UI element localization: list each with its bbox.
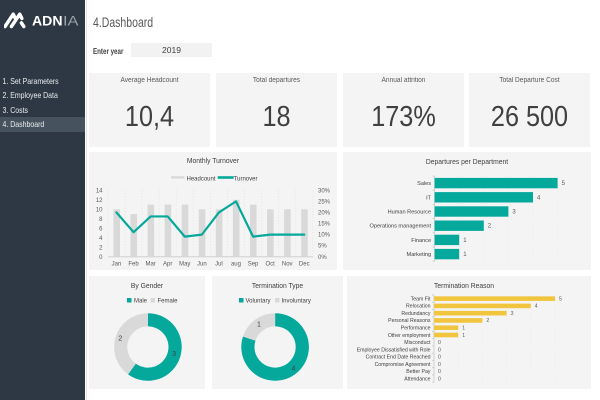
- svg-text:Performance: Performance: [401, 326, 431, 332]
- svg-text:0: 0: [99, 255, 103, 261]
- svg-text:Nov: Nov: [282, 262, 293, 268]
- svg-text:5: 5: [562, 181, 566, 187]
- svg-text:Feb: Feb: [128, 262, 139, 268]
- svg-text:Mar: Mar: [145, 262, 155, 268]
- svg-text:Employee Dissatisfied with Rol: Employee Dissatisfied with Role: [357, 347, 431, 353]
- svg-text:Marketing: Marketing: [407, 252, 432, 258]
- svg-text:Oct: Oct: [265, 262, 275, 268]
- svg-text:1: 1: [463, 238, 467, 244]
- svg-text:Headcount: Headcount: [187, 177, 216, 183]
- svg-text:1: 1: [462, 333, 465, 339]
- svg-text:Human Resource: Human Resource: [388, 210, 432, 216]
- svg-text:Dec: Dec: [299, 262, 310, 268]
- svg-text:Better Pay: Better Pay: [406, 369, 431, 375]
- svg-text:6: 6: [99, 226, 103, 232]
- svg-text:10: 10: [96, 207, 103, 213]
- svg-text:5: 5: [559, 296, 562, 302]
- svg-text:3: 3: [172, 351, 176, 358]
- svg-text:ADN: ADN: [32, 14, 63, 29]
- svg-text:Team Fit: Team Fit: [411, 296, 431, 302]
- svg-text:15%: 15%: [318, 222, 331, 228]
- svg-text:Operations management: Operations management: [370, 224, 432, 230]
- svg-text:2: 2: [488, 224, 492, 230]
- svg-text:Jun: Jun: [197, 262, 207, 268]
- svg-text:20%: 20%: [318, 210, 331, 216]
- svg-text:3: 3: [511, 311, 514, 317]
- svg-text:0%: 0%: [318, 255, 327, 261]
- svg-text:4: 4: [537, 195, 541, 201]
- svg-text:2: 2: [99, 245, 103, 251]
- svg-text:Finance: Finance: [411, 238, 431, 244]
- svg-text:IT: IT: [426, 195, 432, 201]
- svg-text:0: 0: [438, 369, 441, 375]
- svg-text:3: 3: [512, 210, 516, 216]
- svg-text:Relocation: Relocation: [406, 304, 431, 310]
- svg-text:Apr: Apr: [163, 262, 172, 268]
- svg-text:12: 12: [96, 198, 103, 204]
- svg-text:0: 0: [438, 362, 441, 368]
- svg-text:0: 0: [438, 376, 441, 382]
- svg-text:Turnover: Turnover: [234, 177, 258, 183]
- svg-text:1: 1: [463, 252, 467, 258]
- svg-text:Sales: Sales: [417, 181, 431, 187]
- svg-text:Sep: Sep: [248, 262, 259, 268]
- svg-text:5%: 5%: [318, 244, 327, 250]
- svg-text:Female: Female: [157, 299, 178, 305]
- svg-text:0: 0: [438, 340, 441, 346]
- svg-text:Involuntary: Involuntary: [281, 299, 310, 305]
- svg-text:1: 1: [462, 326, 465, 332]
- svg-text:10%: 10%: [318, 233, 331, 239]
- svg-text:May: May: [179, 262, 190, 268]
- svg-text:Misconduct: Misconduct: [404, 340, 431, 346]
- svg-text:Contract End Date Reached: Contract End Date Reached: [366, 355, 431, 361]
- svg-text:Personal Reasons: Personal Reasons: [388, 318, 431, 324]
- svg-text:Other employment: Other employment: [388, 333, 431, 339]
- svg-text:Jul: Jul: [215, 262, 223, 268]
- svg-text:14: 14: [96, 188, 103, 194]
- svg-text:IA: IA: [63, 14, 79, 29]
- svg-text:4: 4: [291, 366, 295, 373]
- svg-text:4: 4: [535, 304, 538, 310]
- svg-text:2: 2: [118, 336, 122, 343]
- svg-text:2: 2: [486, 318, 489, 324]
- svg-text:Jan: Jan: [112, 262, 122, 268]
- svg-text:0: 0: [438, 347, 441, 353]
- svg-text:0: 0: [438, 355, 441, 361]
- svg-text:Attendance: Attendance: [404, 376, 430, 382]
- svg-text:1: 1: [257, 322, 261, 329]
- svg-text:25%: 25%: [318, 199, 331, 205]
- svg-text:Redundancy: Redundancy: [401, 311, 431, 317]
- svg-text:8: 8: [99, 217, 103, 223]
- svg-text:aug: aug: [231, 262, 241, 268]
- svg-text:Voluntary: Voluntary: [245, 299, 270, 305]
- svg-text:Male: Male: [134, 299, 148, 305]
- svg-text:4: 4: [99, 236, 103, 242]
- svg-text:Compromise Agreement: Compromise Agreement: [375, 362, 431, 368]
- svg-text:30%: 30%: [318, 188, 331, 194]
